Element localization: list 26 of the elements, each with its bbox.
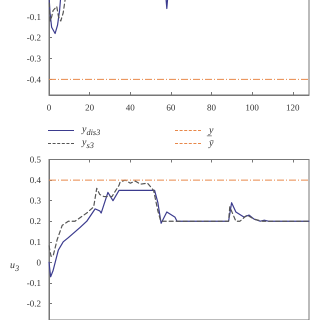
y-tick-label: 0.2 bbox=[30, 216, 41, 226]
legend-label: y$_{dis3}$ bbox=[82, 124, 100, 137]
y-tick-label: -0.2 bbox=[26, 32, 41, 43]
legend-label: ȳ bbox=[209, 138, 214, 149]
y-tick-label: -0.2 bbox=[26, 298, 41, 309]
y-tick-label: -0.3 bbox=[26, 54, 42, 64]
x-tick-label: 40 bbox=[126, 102, 136, 112]
y-axis-title: u$_{3}$ bbox=[10, 260, 20, 272]
y-tick-label: -0.1 bbox=[26, 278, 41, 288]
line-series bbox=[48, 190, 310, 278]
y-tick-label: 0 bbox=[36, 257, 42, 268]
x-tick-label: 0 bbox=[46, 102, 52, 112]
y-tick-label: 0.3 bbox=[30, 196, 42, 206]
x-tick-label: 60 bbox=[166, 102, 176, 112]
x-tick-label: 100 bbox=[245, 102, 260, 112]
legend-label: y̲ bbox=[209, 125, 214, 136]
y-tick-label: 0.1 bbox=[30, 236, 41, 247]
x-tick-label: 20 bbox=[85, 102, 95, 112]
line-series bbox=[48, 179, 310, 257]
x-tick-label: 120 bbox=[286, 102, 300, 112]
legend-label: y$_{s3}$ bbox=[82, 137, 94, 150]
y-tick-label: -0.4 bbox=[26, 74, 42, 84]
y-tick-label: 0.4 bbox=[30, 175, 42, 186]
x-tick-label: 80 bbox=[207, 102, 216, 112]
y-tick-label: 0.5 bbox=[30, 154, 42, 164]
y-tick-label: -0.1 bbox=[26, 12, 41, 22]
